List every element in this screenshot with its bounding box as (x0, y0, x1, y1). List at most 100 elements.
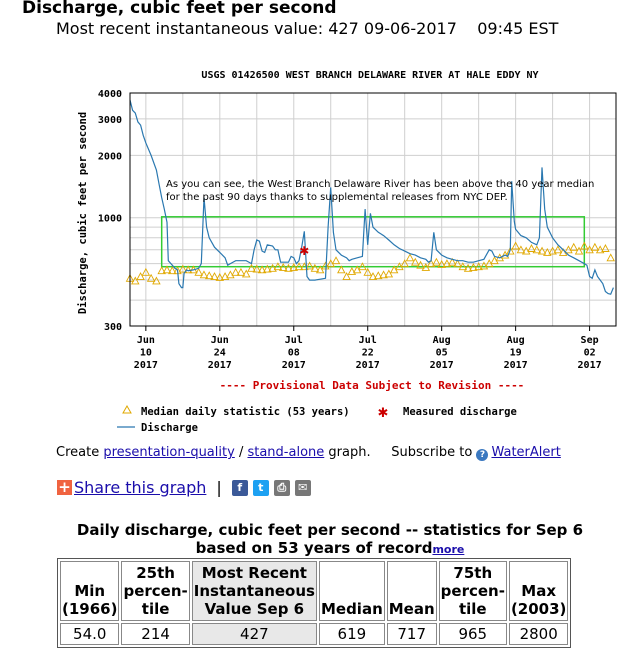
plot-frame (129, 92, 617, 327)
legend-median-marker (122, 404, 132, 414)
create-prefix: Create (56, 445, 100, 460)
median-point (400, 259, 409, 268)
median-point (437, 259, 446, 268)
recent-value-line: Most recent instantaneous value: 427 09-… (56, 19, 558, 38)
median-point (305, 261, 314, 270)
stats-caption: Daily discharge, cubic feet per second -… (0, 521, 624, 559)
median-point (141, 267, 151, 276)
graph-links-row: Create presentation-quality / stand-alon… (56, 445, 561, 461)
median-point (511, 241, 520, 250)
facebook-icon[interactable]: f (231, 479, 248, 496)
provisional-note: ---- Provisional Data Subject to Revisio… (220, 379, 525, 392)
median-point (580, 241, 589, 250)
x-tick-label: Aug (507, 335, 525, 346)
print-icon[interactable]: ⎙ (273, 479, 290, 496)
median-point (178, 264, 188, 273)
x-tick-label: Jul (285, 335, 303, 346)
wateralert-link[interactable]: WaterAlert (491, 445, 561, 460)
median-point (331, 256, 341, 265)
y-tick-label: 3000 (98, 115, 122, 126)
presentation-quality-link[interactable]: presentation-quality (103, 445, 235, 460)
median-point (606, 253, 615, 262)
median-point (289, 263, 299, 271)
stats-header-cell: 75th percen-tile (438, 561, 507, 621)
discharge-chart: USGS 01426500 WEST BRANCH DELAWARE RIVER… (77, 70, 617, 434)
median-point (374, 271, 383, 280)
share-separator: | (216, 478, 222, 497)
stats-value-cell: 2800 (508, 623, 569, 645)
median-point (569, 242, 578, 251)
median-point (257, 265, 267, 274)
x-tick-label: 2017 (578, 360, 602, 371)
median-point (210, 272, 219, 280)
median-point (358, 262, 367, 271)
stats-header-cell: Max (2003) (508, 561, 569, 621)
share-graph-link[interactable]: Share this graph (74, 478, 207, 497)
bookmark-icon[interactable]: ✉ (294, 479, 311, 496)
share-row: + Share this graph | f t ⎙ ✉ (57, 478, 316, 497)
median-point (426, 259, 436, 268)
median-point (220, 272, 230, 280)
median-point (368, 272, 378, 280)
median-point (574, 246, 584, 255)
chart-title: USGS 01426500 WEST BRANCH DELAWARE RIVER… (201, 70, 538, 81)
median-point (131, 276, 140, 285)
x-tick-label: 2017 (430, 360, 454, 371)
x-tick-label: Jun (137, 335, 155, 346)
median-point (469, 263, 478, 271)
median-point (204, 271, 214, 280)
median-point (590, 242, 600, 251)
median-point (479, 261, 489, 270)
median-point (458, 262, 468, 271)
stats-value-cell: 717 (386, 623, 437, 645)
median-point (463, 263, 473, 272)
median-point (310, 263, 320, 272)
share-plus-icon[interactable]: + (57, 478, 72, 496)
median-point (416, 260, 425, 269)
recent-date: 09-06-2017 (363, 19, 457, 38)
median-point (268, 263, 277, 272)
median-point (411, 257, 420, 266)
more-link[interactable]: more (432, 543, 465, 556)
x-tick-label: Jun (211, 335, 229, 346)
stand-alone-link[interactable]: stand-alone (247, 445, 325, 460)
measured-markers: ✱ (299, 244, 309, 258)
median-point (136, 272, 145, 280)
x-tick-label: 2017 (356, 360, 380, 371)
stats-caption-line2: based on 53 years of record (195, 539, 433, 557)
stats-header-cell: Most Recent Instantaneous Value Sep 6 (191, 561, 317, 621)
median-point (284, 263, 293, 272)
median-point (363, 267, 372, 276)
link-slash: / (238, 445, 244, 460)
median-point (236, 267, 246, 276)
x-tick-label: 2017 (208, 360, 232, 371)
help-icon[interactable]: ? (476, 449, 489, 461)
median-point (548, 246, 557, 255)
x-tick-label: 2017 (134, 360, 158, 371)
stats-caption-line1: Daily discharge, cubic feet per second -… (76, 521, 584, 539)
legend-discharge-label: Discharge (141, 422, 198, 434)
median-point (263, 264, 272, 273)
median-point (215, 272, 225, 281)
y-tick-label: 2000 (98, 151, 122, 162)
stats-header-cell: Min (1966) (60, 561, 120, 621)
median-markers (125, 241, 615, 285)
median-point (241, 269, 251, 278)
twitter-icon[interactable]: t (252, 479, 269, 496)
x-tick-label: 2017 (282, 360, 306, 371)
subscribe-prefix: Subscribe to (391, 445, 473, 460)
median-point (347, 267, 357, 275)
annotation-line2: for the past 90 days thanks to supplemen… (166, 192, 508, 203)
stats-value-row: 54.0 214 427 619 717 965 2800 (60, 623, 569, 645)
page-title: Discharge, cubic feet per second (22, 0, 337, 18)
median-point (474, 262, 483, 271)
stats-header-cell: Median (318, 561, 385, 621)
stats-header-row: Min (1966) 25th percen-tile Most Recent Insta… (60, 561, 569, 621)
y-tick-labels: 300 1000 2000 3000 4000 (98, 89, 122, 333)
median-point (162, 265, 172, 274)
legend: Median daily statistic (53 years) ✱ Meas… (117, 404, 517, 434)
median-point (601, 244, 610, 252)
stats-value-cell: 54.0 (60, 623, 120, 645)
y-axis-label: Discharge, cubic feet per second (77, 112, 89, 314)
x-tick-label: 22 (362, 348, 374, 359)
